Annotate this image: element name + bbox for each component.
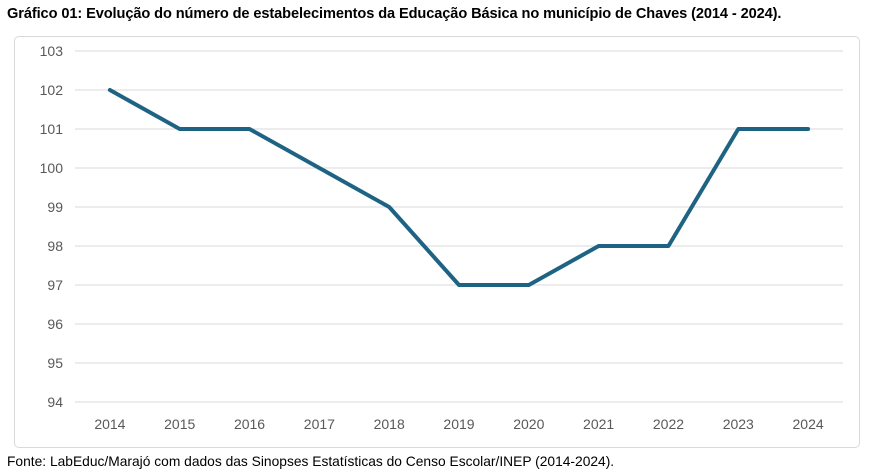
y-tick-label: 99: [47, 199, 63, 215]
y-tick-label: 100: [40, 160, 64, 176]
line-chart: 103 102 101 100 99 98 97 96 95 94 2014 2015 2016 2017…: [40, 43, 843, 432]
source-note: Fonte: LabEduc/Marajó com dados das Sino…: [7, 454, 615, 469]
x-tick-label: 2022: [653, 416, 684, 432]
x-tick-label: 2019: [443, 416, 474, 432]
x-tick-label: 2015: [164, 416, 195, 432]
data-line: [107, 88, 811, 287]
y-tick-label: 97: [47, 277, 63, 293]
y-tick-label: 95: [47, 355, 63, 371]
x-tick-label: 2016: [234, 416, 265, 432]
x-tick-label: 2017: [304, 416, 335, 432]
x-tick-label: 2023: [723, 416, 754, 432]
y-tick-label: 96: [47, 316, 63, 332]
y-tick-label: 102: [40, 82, 64, 98]
x-tick-label: 2024: [793, 416, 824, 432]
y-tick-label: 94: [47, 394, 63, 410]
x-tick-label: 2014: [94, 416, 125, 432]
y-tick-label: 98: [47, 238, 63, 254]
chart-title: Gráfico 01: Evolução do número de estabe…: [7, 6, 782, 22]
x-tick-label: 2018: [374, 416, 405, 432]
x-tick-label: 2021: [583, 416, 614, 432]
x-tick-label: 2020: [513, 416, 544, 432]
y-tick-label: 101: [40, 121, 64, 137]
y-tick-label: 103: [40, 43, 64, 59]
chart-container: 103 102 101 100 99 98 97 96 95 94 2014 2015 2016 2017…: [14, 36, 860, 448]
